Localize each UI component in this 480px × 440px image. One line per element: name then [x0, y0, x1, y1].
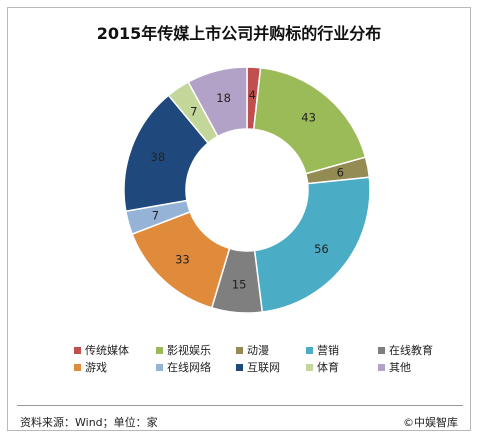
legend-swatch [74, 364, 81, 371]
slice-value-label-6: 33 [175, 253, 190, 267]
slice-value-label-1: 4 [249, 88, 256, 102]
slice-value-label-4: 56 [314, 242, 329, 256]
brand-mark: ©中娱智库 [403, 416, 458, 429]
legend-label: 游戏 [85, 361, 107, 374]
slice-value-label-3: 6 [337, 165, 344, 179]
legend-item-4: 营销 [306, 344, 339, 358]
slice-value-label-5: 15 [232, 278, 247, 292]
legend-item-10: 其他 [378, 361, 411, 375]
legend-item-5: 在线教育 [378, 344, 433, 358]
legend-item-6: 游戏 [74, 361, 107, 375]
legend-label: 互联网 [247, 361, 280, 374]
legend-item-2: 影视娱乐 [156, 344, 211, 358]
legend-swatch [378, 347, 385, 354]
slice-value-label-9: 7 [190, 104, 197, 118]
legend-item-9: 体育 [306, 361, 339, 375]
legend-swatch [306, 364, 313, 371]
source-note: 资料来源：Wind；单位：家 [20, 416, 158, 429]
donut-slice-10 [187, 66, 248, 138]
footer-divider [17, 405, 463, 406]
chart-title: 2015年传媒上市公司并购标的行业分布 [96, 24, 382, 43]
slice-value-label-10: 18 [216, 91, 231, 105]
legend-item-7: 在线网络 [156, 361, 211, 375]
legend-item-8: 互联网 [236, 361, 280, 375]
legend-swatch [236, 364, 243, 371]
legend-swatch [156, 347, 163, 354]
slice-value-label-7: 7 [152, 208, 159, 222]
legend-label: 在线网络 [167, 361, 211, 374]
legend-label: 体育 [317, 361, 339, 374]
legend-label: 其他 [389, 361, 411, 374]
legend-label: 影视娱乐 [167, 344, 211, 357]
legend-swatch [306, 347, 313, 354]
legend-swatch [236, 347, 243, 354]
legend-item-1: 传统媒体 [74, 344, 129, 358]
legend-item-3: 动漫 [236, 344, 269, 358]
legend-swatch [74, 347, 81, 354]
legend-swatch [378, 364, 385, 371]
slice-value-label-8: 38 [151, 150, 166, 164]
legend-swatch [156, 364, 163, 371]
legend-label: 营销 [317, 344, 339, 357]
donut-slice-4 [253, 176, 371, 313]
legend-label: 在线教育 [389, 344, 433, 357]
legend-label: 传统媒体 [85, 344, 129, 357]
slice-value-label-2: 43 [301, 111, 316, 125]
legend-label: 动漫 [247, 344, 269, 357]
